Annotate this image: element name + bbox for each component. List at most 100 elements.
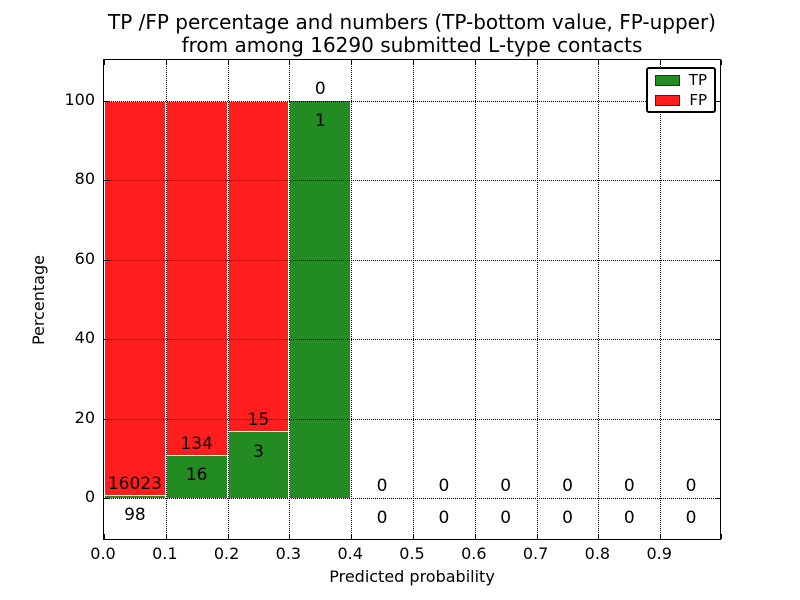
vertical-gridline xyxy=(536,60,538,539)
x-tick-mark-top xyxy=(351,60,353,65)
y-tick-mark xyxy=(104,180,109,182)
vertical-gridline xyxy=(227,60,229,539)
legend: TP FP xyxy=(646,67,716,113)
plot-area: 16023 98 134 16 15 3 0 1 0 0 0 0 0 0 0 0 0 0 0 0 xyxy=(103,59,722,540)
vertical-gridline xyxy=(165,60,167,539)
tp-count-label: 0 xyxy=(623,507,635,528)
y-tick-mark-right xyxy=(715,339,720,341)
tp-count-label: 0 xyxy=(562,507,573,528)
horizontal-gridline xyxy=(104,180,720,182)
horizontal-gridline xyxy=(104,101,720,102)
chart-title-line-2: from among 16290 submitted L-type contac… xyxy=(181,33,643,57)
x-tick-mark-top xyxy=(474,60,476,65)
bar-tp-segment xyxy=(104,495,166,498)
horizontal-gridline xyxy=(104,259,720,261)
fp-count-label: 0 xyxy=(500,476,512,497)
x-tick-mark-top xyxy=(660,60,662,65)
y-tick-mark xyxy=(104,418,109,420)
x-tick-label: 0.3 xyxy=(275,544,302,563)
y-tick-mark-right xyxy=(715,498,720,499)
legend-label-tp: TP xyxy=(688,70,707,89)
x-tick-label: 0.8 xyxy=(584,544,611,563)
tp-count-label: 16 xyxy=(185,465,208,486)
y-tick-label: 100 xyxy=(64,90,95,109)
vertical-gridline xyxy=(598,60,600,539)
fp-count-label: 0 xyxy=(314,79,326,100)
tp-count-label: 1 xyxy=(314,110,326,131)
y-axis-label: Percentage xyxy=(29,255,48,346)
x-tick-mark xyxy=(721,534,722,539)
fp-count-label: 134 xyxy=(180,433,213,454)
vertical-gridline xyxy=(660,60,662,539)
legend-label-fp: FP xyxy=(689,90,707,109)
x-tick-mark xyxy=(660,534,662,539)
x-tick-mark-top xyxy=(598,60,600,65)
y-tick-mark-right xyxy=(715,180,720,182)
horizontal-gridline xyxy=(104,498,720,499)
y-tick-label: 60 xyxy=(74,248,95,268)
tp-count-label: 0 xyxy=(685,507,697,528)
y-tick-mark-right xyxy=(715,101,720,102)
tp-count-label: 98 xyxy=(124,505,146,526)
x-tick-mark xyxy=(165,534,167,539)
vertical-gridline xyxy=(289,60,291,539)
x-tick-mark xyxy=(413,534,414,539)
horizontal-gridline xyxy=(104,339,720,341)
x-tick-label: 0.5 xyxy=(399,544,425,563)
x-tick-mark-top xyxy=(536,60,538,65)
fp-color-swatch xyxy=(655,94,681,106)
x-tick-mark-top xyxy=(227,60,229,65)
x-tick-label: 0.2 xyxy=(213,544,240,563)
x-tick-mark xyxy=(289,534,291,539)
tp-color-swatch xyxy=(655,74,680,86)
vertical-gridline xyxy=(351,60,353,539)
x-tick-mark-top xyxy=(289,60,291,65)
tp-count-label: 3 xyxy=(253,441,264,462)
bar-tp-segment xyxy=(227,431,290,498)
tp-count-label: 0 xyxy=(376,507,388,528)
x-tick-mark xyxy=(227,534,229,539)
y-tick-label: 40 xyxy=(74,328,95,348)
y-tick-mark-right xyxy=(715,259,720,261)
x-tick-mark xyxy=(598,534,600,539)
x-tick-label: 0.6 xyxy=(461,544,487,563)
x-tick-mark-top xyxy=(721,60,722,65)
y-tick-mark-right xyxy=(715,418,720,420)
vertical-gridline xyxy=(413,60,414,539)
bar-fp-segment xyxy=(104,101,166,496)
legend-item-tp: TP xyxy=(655,70,707,89)
fp-count-label: 15 xyxy=(247,409,270,430)
x-tick-mark-top xyxy=(104,60,105,65)
tp-count-label: 0 xyxy=(500,507,512,528)
x-tick-label: 0.7 xyxy=(522,544,549,563)
bar-tp-segment xyxy=(289,101,352,498)
fp-count-label: 0 xyxy=(685,476,697,497)
x-tick-label: 0.1 xyxy=(152,544,178,563)
y-tick-mark xyxy=(104,259,109,261)
x-tick-mark xyxy=(536,534,538,539)
horizontal-gridline xyxy=(104,418,720,420)
fp-count-label: 0 xyxy=(376,476,388,497)
fp-count-label: 16023 xyxy=(107,473,162,494)
x-tick-label: 0.4 xyxy=(337,544,363,563)
bar-fp-segment xyxy=(227,101,290,432)
fp-count-label: 0 xyxy=(623,476,635,497)
legend-item-fp: FP xyxy=(655,90,707,109)
x-tick-mark xyxy=(474,534,476,539)
y-tick-label: 0 xyxy=(84,487,95,506)
fp-count-label: 0 xyxy=(438,476,450,497)
x-tick-mark-top xyxy=(165,60,167,65)
vertical-gridline xyxy=(474,60,476,539)
tp-count-label: 0 xyxy=(438,507,450,528)
y-tick-mark xyxy=(104,101,109,102)
x-tick-mark-top xyxy=(413,60,414,65)
bar-fp-segment xyxy=(165,101,228,456)
x-tick-mark xyxy=(104,534,105,539)
y-tick-mark xyxy=(104,498,109,499)
x-tick-mark xyxy=(351,534,353,539)
x-tick-label: 0.0 xyxy=(90,544,116,563)
chart-title-line-1: TP /FP percentage and numbers (TP-bottom… xyxy=(108,10,716,34)
y-tick-label: 20 xyxy=(74,407,95,427)
x-tick-label: 0.9 xyxy=(646,544,672,563)
